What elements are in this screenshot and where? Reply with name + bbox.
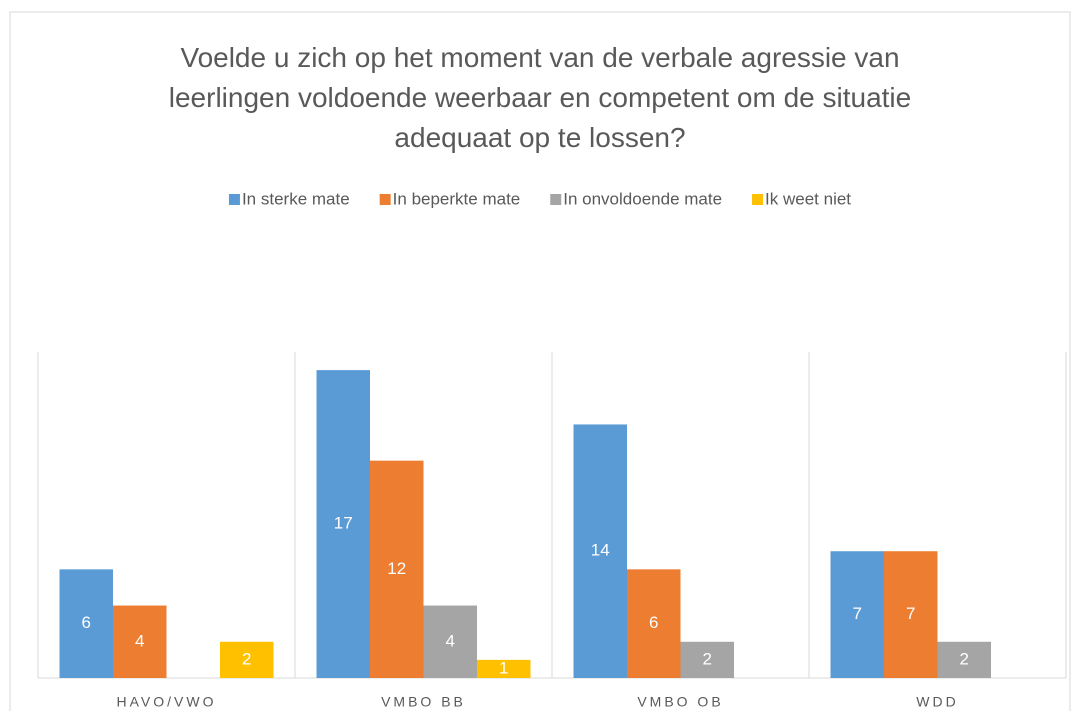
data-label: 14 bbox=[591, 541, 610, 560]
data-label: 6 bbox=[82, 613, 91, 632]
bar bbox=[59, 569, 113, 678]
legend-label: In beperkte mate bbox=[393, 189, 521, 208]
chart-title: Voelde u zich op het moment van de verba… bbox=[168, 42, 912, 153]
data-label: 7 bbox=[853, 604, 862, 623]
legend-item: In sterke mate bbox=[228, 189, 350, 208]
data-label: 2 bbox=[703, 649, 712, 668]
legend-label: Ik weet niet bbox=[765, 189, 851, 208]
legend-swatch bbox=[550, 194, 562, 205]
legend-item: In beperkte mate bbox=[379, 189, 521, 208]
data-label: 1 bbox=[499, 658, 508, 677]
x-tick-label: VMBO BB bbox=[381, 694, 466, 710]
bar bbox=[220, 641, 274, 678]
legend-item: Ik weet niet bbox=[752, 189, 851, 208]
data-label: 4 bbox=[135, 631, 144, 650]
chart-frame bbox=[9, 11, 1071, 711]
legend-swatch bbox=[752, 194, 764, 205]
data-label: 17 bbox=[334, 514, 353, 533]
bar bbox=[573, 424, 627, 678]
data-label: 2 bbox=[960, 649, 969, 668]
bar bbox=[830, 551, 884, 678]
data-label: 4 bbox=[446, 631, 455, 650]
bar bbox=[370, 460, 424, 678]
bar bbox=[477, 659, 531, 678]
legend-swatch bbox=[228, 194, 240, 205]
data-label: 6 bbox=[649, 613, 658, 632]
bar bbox=[627, 569, 681, 678]
x-tick-label: HAVO/VWO bbox=[117, 694, 217, 710]
bar bbox=[937, 641, 991, 678]
x-tick-label: VMBO OB bbox=[637, 694, 723, 710]
legend-label: In onvoldoende mate bbox=[563, 189, 722, 208]
bar bbox=[423, 605, 477, 678]
bar bbox=[884, 551, 938, 678]
legend-swatch bbox=[379, 194, 391, 205]
bar bbox=[680, 641, 734, 678]
legend-label: In sterke mate bbox=[242, 189, 350, 208]
x-tick-label: WDD bbox=[916, 694, 958, 710]
data-label: 2 bbox=[242, 649, 251, 668]
bar bbox=[113, 605, 167, 678]
bar bbox=[316, 370, 370, 678]
data-label: 7 bbox=[906, 604, 915, 623]
data-label: 12 bbox=[387, 559, 406, 578]
legend-item: In onvoldoende mate bbox=[550, 189, 722, 208]
